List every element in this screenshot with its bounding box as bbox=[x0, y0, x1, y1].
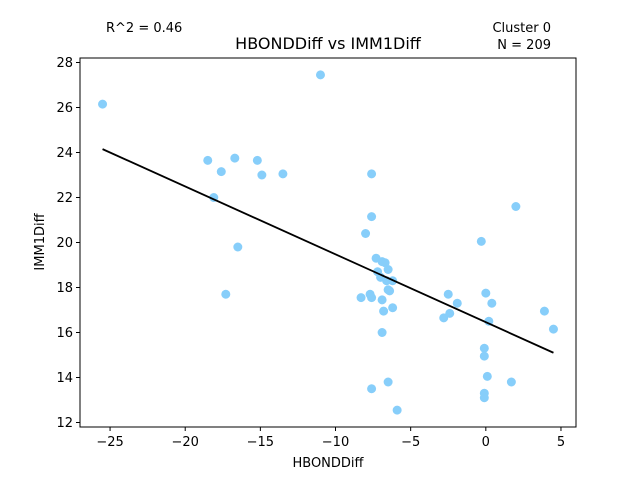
scatter-point-16 bbox=[380, 258, 390, 268]
scatter-point-43 bbox=[479, 351, 489, 361]
regression-line bbox=[102, 148, 554, 354]
scatter-point-40 bbox=[539, 306, 549, 316]
scatter-point-47 bbox=[367, 384, 377, 394]
scatter-point-39 bbox=[511, 202, 521, 211]
y-tick-label-7: 26 bbox=[56, 101, 73, 116]
fit-line-layer bbox=[102, 148, 554, 354]
scatter-point-6 bbox=[257, 170, 267, 180]
y-axis-label: IMM1Diff bbox=[33, 212, 48, 270]
scatter-point-28 bbox=[388, 303, 398, 313]
scatter-point-26 bbox=[367, 293, 377, 303]
chart-title: HBONDDiff vs IMM1Diff bbox=[235, 34, 422, 53]
scatter-point-0 bbox=[98, 99, 108, 109]
x-tick-label-2: −15 bbox=[247, 435, 274, 450]
scatter-point-32 bbox=[452, 298, 462, 308]
scatter-point-29 bbox=[379, 306, 389, 316]
scatter-point-34 bbox=[439, 313, 449, 323]
scatter-point-10 bbox=[367, 212, 377, 222]
r-squared-annotation: R^2 = 0.46 bbox=[106, 21, 182, 36]
scatter-point-44 bbox=[482, 371, 492, 381]
x-tick-label-5: 0 bbox=[482, 435, 490, 450]
scatter-point-12 bbox=[221, 289, 231, 299]
scatter-point-36 bbox=[481, 288, 491, 298]
y-tick-label-2: 16 bbox=[56, 326, 73, 341]
x-axis-label: HBONDDiff bbox=[292, 456, 364, 471]
plot-frame bbox=[79, 57, 577, 428]
scatter-point-37 bbox=[487, 298, 497, 308]
scatter-point-31 bbox=[443, 289, 453, 299]
scatter-point-23 bbox=[385, 286, 395, 296]
scatter-point-30 bbox=[377, 328, 387, 337]
scatter-point-11 bbox=[233, 242, 243, 252]
tick-marks bbox=[76, 62, 562, 431]
scatter-point-35 bbox=[476, 236, 486, 246]
scatter-point-41 bbox=[548, 324, 558, 334]
y-tick-label-8: 28 bbox=[56, 56, 73, 71]
scatter-point-50 bbox=[392, 405, 402, 415]
scatter-point-42 bbox=[479, 343, 489, 353]
scatter-point-24 bbox=[356, 293, 366, 303]
y-tick-label-0: 12 bbox=[56, 416, 73, 431]
y-tick-label-1: 14 bbox=[56, 371, 73, 386]
scatter-point-3 bbox=[230, 153, 240, 163]
scatter-point-1 bbox=[315, 70, 325, 80]
y-tick-label-3: 18 bbox=[56, 281, 73, 296]
y-tick-label-6: 24 bbox=[56, 146, 73, 161]
scatter-point-49 bbox=[479, 393, 489, 403]
cluster-annotation: Cluster 0 bbox=[492, 21, 551, 36]
x-tick-label-6: 5 bbox=[557, 435, 565, 450]
scatter-point-45 bbox=[506, 377, 516, 387]
x-tick-label-3: −10 bbox=[322, 435, 349, 450]
x-tick-label-4: −5 bbox=[401, 435, 420, 450]
plot-layer bbox=[98, 70, 558, 415]
x-tick-label-1: −20 bbox=[171, 435, 198, 450]
scatter-point-4 bbox=[252, 155, 262, 165]
y-tick-label-5: 22 bbox=[56, 191, 73, 206]
x-tick-label-0: −25 bbox=[96, 435, 123, 450]
y-tick-label-4: 20 bbox=[56, 236, 73, 251]
scatter-point-46 bbox=[383, 377, 393, 387]
axes-frame bbox=[79, 57, 577, 428]
scatter-point-8 bbox=[367, 169, 377, 179]
scatter-point-13 bbox=[361, 229, 371, 238]
scatter-point-2 bbox=[203, 155, 213, 165]
scatter-point-17 bbox=[383, 265, 393, 274]
scatter-point-7 bbox=[278, 169, 288, 179]
scatter-point-5 bbox=[216, 167, 226, 177]
count-annotation: N = 209 bbox=[497, 38, 551, 53]
scatter-point-27 bbox=[377, 295, 387, 305]
